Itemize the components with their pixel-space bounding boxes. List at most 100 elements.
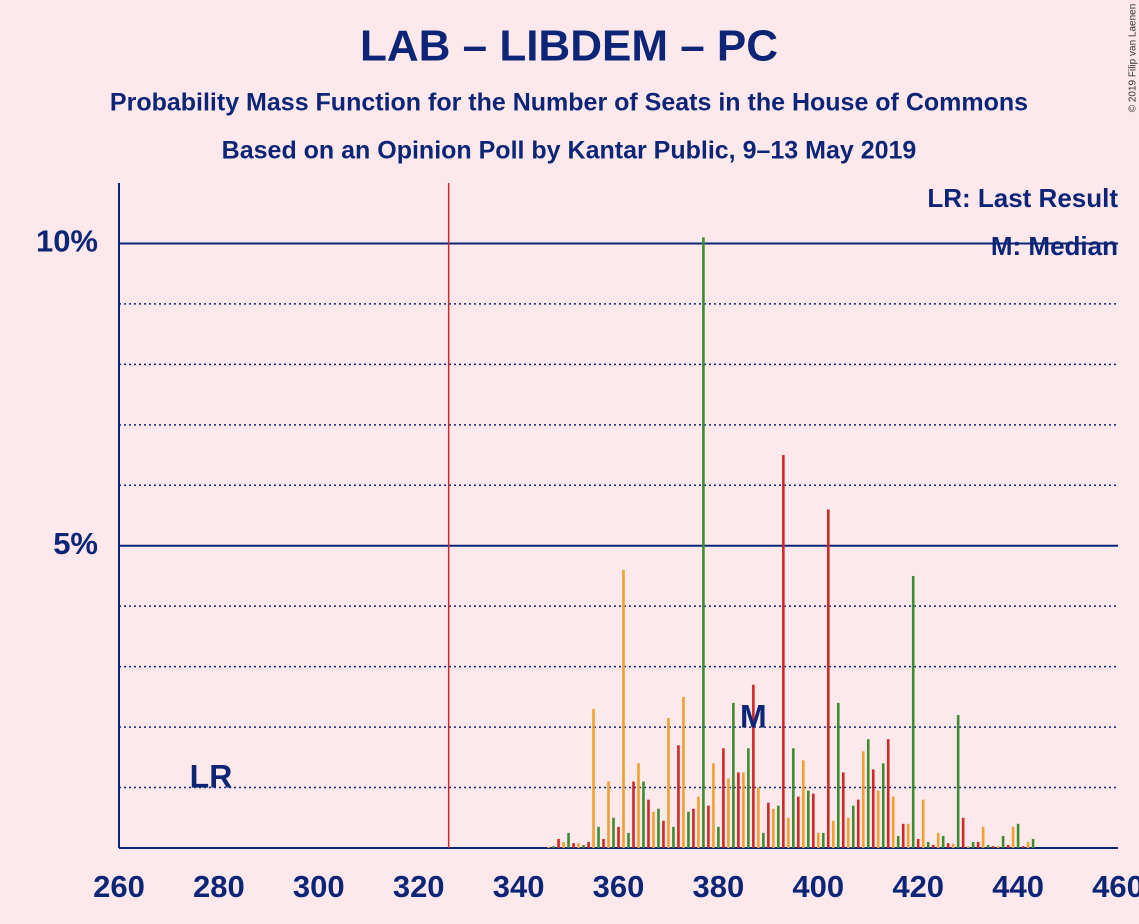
bar — [582, 844, 585, 848]
chart-subtitle: Probability Mass Function for the Number… — [110, 89, 1028, 117]
bar — [956, 715, 960, 848]
bar — [602, 838, 605, 848]
bar — [797, 796, 800, 848]
bar — [841, 772, 845, 848]
bar — [687, 811, 690, 848]
x-tick-label: 460 — [1092, 869, 1139, 904]
bar — [1001, 835, 1005, 848]
bar — [772, 808, 775, 848]
bar — [757, 787, 760, 848]
x-tick-label: 400 — [792, 869, 844, 904]
bar — [702, 237, 705, 849]
bar — [672, 826, 675, 848]
x-tick-label: 280 — [193, 869, 245, 904]
bar — [911, 575, 915, 848]
bar — [552, 846, 555, 848]
bar — [782, 455, 785, 848]
bar — [996, 846, 1000, 848]
bar — [851, 805, 855, 848]
bar — [971, 841, 975, 848]
bar — [637, 763, 640, 848]
bar — [632, 781, 635, 848]
bar — [587, 841, 590, 848]
bar — [752, 684, 755, 848]
x-tick-label: 300 — [293, 869, 345, 904]
bar — [817, 832, 820, 848]
bar — [856, 799, 860, 848]
bar — [1016, 823, 1020, 848]
bar — [592, 708, 595, 848]
chart-subtitle: Based on an Opinion Poll by Kantar Publi… — [222, 137, 917, 165]
bar — [652, 811, 655, 848]
bar — [831, 820, 835, 848]
bar — [986, 844, 990, 848]
bar — [567, 832, 570, 848]
bar — [792, 748, 795, 848]
bar — [906, 823, 910, 848]
bar — [572, 843, 575, 848]
bar — [981, 826, 985, 848]
bar — [1026, 841, 1030, 848]
bar — [597, 826, 600, 848]
median-label: M — [740, 698, 767, 734]
bar — [732, 702, 735, 848]
bar — [1021, 846, 1025, 848]
bar — [931, 844, 935, 848]
bar — [1011, 826, 1015, 848]
bar — [647, 799, 650, 848]
bar — [941, 835, 945, 848]
bar — [777, 805, 780, 848]
bar — [916, 838, 920, 848]
bar — [767, 802, 770, 848]
bar — [876, 790, 880, 848]
bar — [991, 846, 995, 848]
bar — [787, 817, 790, 848]
bar — [697, 796, 700, 848]
bar — [622, 569, 625, 848]
x-tick-label: 360 — [593, 869, 645, 904]
bar — [891, 796, 895, 848]
x-tick-label: 260 — [93, 869, 145, 904]
bar — [577, 843, 580, 848]
bar — [682, 696, 685, 848]
bar — [821, 832, 825, 848]
bar — [617, 826, 620, 848]
bar — [946, 843, 950, 848]
bar — [802, 760, 805, 848]
bar — [826, 509, 830, 848]
bar — [547, 846, 550, 848]
bar — [612, 817, 615, 848]
bar — [627, 832, 630, 848]
legend-entry: M: Median — [991, 231, 1118, 261]
bar — [846, 817, 850, 848]
credit: © 2019 Filip van Laenen — [1128, 4, 1139, 113]
legend-entry: LR: Last Result — [927, 183, 1118, 213]
bar — [747, 748, 750, 848]
bar — [966, 846, 970, 848]
bar — [976, 841, 980, 848]
bar — [692, 808, 695, 848]
bar — [717, 826, 720, 848]
bar — [812, 793, 815, 848]
bar — [861, 751, 865, 848]
x-tick-label: 440 — [992, 869, 1044, 904]
bar — [936, 832, 940, 848]
bar — [677, 745, 680, 848]
bar — [657, 808, 660, 848]
bar — [886, 739, 890, 848]
bar — [866, 739, 870, 848]
bar — [1006, 844, 1010, 848]
bar — [926, 841, 930, 848]
bar — [836, 702, 840, 848]
bar — [557, 838, 560, 848]
bar — [762, 832, 765, 848]
bar — [562, 841, 565, 848]
x-tick-label: 380 — [693, 869, 745, 904]
last-result-label: LR — [190, 758, 233, 794]
x-tick-label: 340 — [493, 869, 545, 904]
chart-title: LAB – LIBDEM – PC — [360, 22, 778, 71]
bar — [1031, 838, 1035, 848]
bar — [737, 772, 740, 848]
bar — [712, 763, 715, 848]
